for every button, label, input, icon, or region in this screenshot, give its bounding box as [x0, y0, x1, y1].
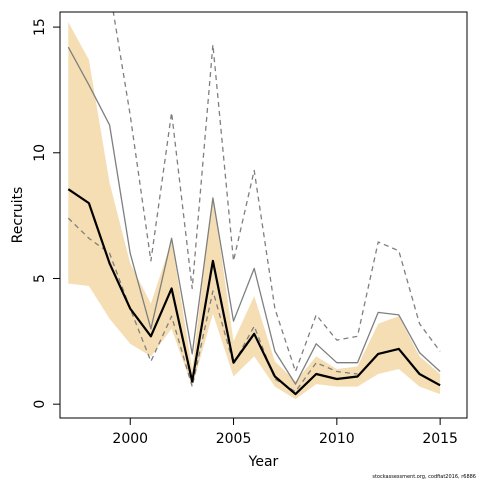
series-line-3 — [112, 12, 441, 373]
x-tick-label: 2015 — [422, 431, 458, 447]
series-line-1 — [67, 188, 441, 396]
x-axis-title: Year — [248, 454, 279, 470]
x-tick-label: 2005 — [216, 431, 252, 447]
y-axis: 0 5 10 15 — [32, 18, 60, 409]
y-tick-label: 0 — [32, 400, 48, 409]
confidence-band-layer — [68, 22, 441, 400]
series-line-2 — [67, 46, 441, 385]
confidence-band — [68, 22, 441, 400]
series-line-4 — [67, 217, 358, 393]
x-axis: 2000 2005 2010 2015 — [112, 418, 458, 447]
source-credit: stockassessment.org, codfiat2016, r6886 — [372, 474, 476, 480]
x-tick-label: 2000 — [112, 431, 148, 447]
series-layer — [67, 12, 441, 396]
y-tick-label: 15 — [32, 18, 48, 36]
y-tick-label: 10 — [32, 144, 48, 162]
y-tick-label: 5 — [32, 274, 48, 283]
x-tick-label: 2010 — [319, 431, 355, 447]
y-axis-title: Recruits — [10, 187, 26, 244]
plot-frame — [59, 11, 468, 419]
